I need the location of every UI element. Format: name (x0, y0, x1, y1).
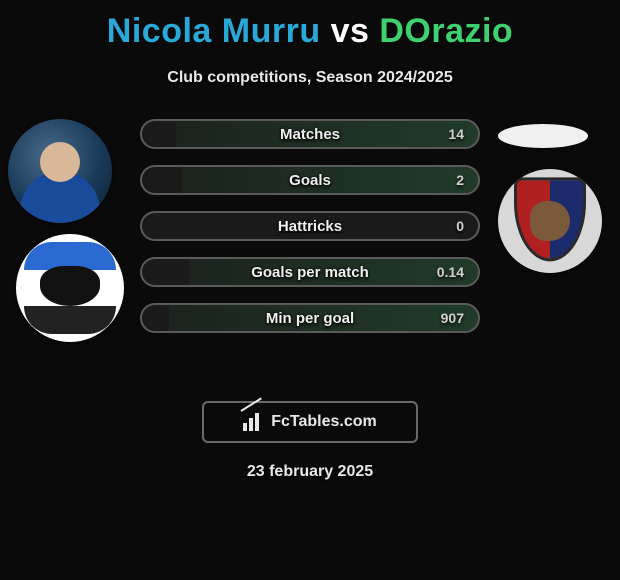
club2-badge (498, 169, 602, 273)
badge-emblem (530, 201, 570, 241)
vs-text: vs (331, 12, 370, 50)
stat-label: Goals (289, 172, 331, 189)
player2-avatar (498, 124, 588, 148)
brand-text: FcTables.com (271, 413, 377, 431)
stat-row: Goals per match 0.14 (140, 257, 480, 287)
stat-value-right: 14 (448, 126, 464, 142)
stat-value-right: 907 (441, 310, 464, 326)
stat-row: Goals 2 (140, 165, 480, 195)
player1-avatar (8, 119, 112, 223)
chart-icon (243, 413, 265, 431)
stat-row: Matches 14 (140, 119, 480, 149)
badge-stripe (24, 306, 116, 334)
season-subtitle: Club competitions, Season 2024/2025 (0, 69, 620, 87)
stat-value-right: 2 (456, 172, 464, 188)
stat-bars: Matches 14 Goals 2 Hattricks 0 Goals per match… (140, 119, 480, 349)
stat-label: Matches (280, 126, 340, 143)
brand-box: FcTables.com (202, 401, 418, 443)
generated-date: 23 february 2025 (0, 463, 620, 481)
player1-name: Nicola Murru (107, 12, 321, 50)
stat-value-right: 0.14 (437, 264, 464, 280)
player2-name: DOrazio (379, 12, 513, 50)
stat-label: Min per goal (266, 310, 354, 327)
stat-row: Hattricks 0 (140, 211, 480, 241)
badge-silhouette (40, 266, 100, 306)
stat-row: Min per goal 907 (140, 303, 480, 333)
comparison-content: Matches 14 Goals 2 Hattricks 0 Goals per match… (0, 119, 620, 379)
club1-badge (16, 234, 124, 342)
stat-label: Hattricks (278, 218, 342, 235)
stat-value-right: 0 (456, 218, 464, 234)
page-title: Nicola Murru vs DOrazio (0, 0, 620, 51)
stat-label: Goals per match (251, 264, 369, 281)
